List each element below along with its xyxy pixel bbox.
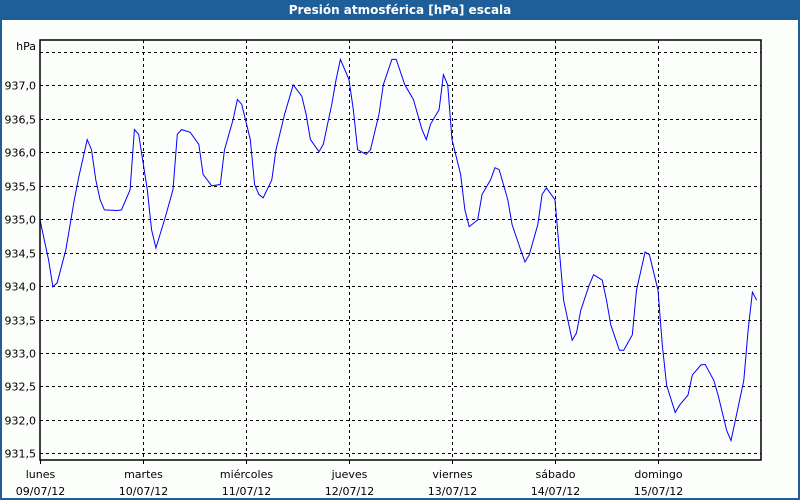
- x-tick-day-label: martes: [124, 468, 163, 481]
- x-axis-ticks: lunes 09/07/12 martes 10/07/12 miércoles 11/0…: [16, 460, 683, 498]
- y-tick-label: 932,0: [5, 415, 37, 428]
- x-tick-date-label: 11/07/12: [222, 485, 271, 498]
- y-tick-label: 931,5: [5, 448, 37, 461]
- x-tick-date-label: 12/07/12: [325, 485, 374, 498]
- x-tick-date-label: 14/07/12: [531, 485, 580, 498]
- window-title: Presión atmosférica [hPa] escala: [0, 0, 800, 20]
- x-tick-day-label: sábado: [536, 468, 576, 481]
- gridlines: [40, 40, 761, 460]
- pressure-series-line: [39, 57, 758, 443]
- chart-area: [2, 20, 798, 498]
- x-tick-day-label: lunes: [26, 468, 56, 481]
- y-tick-label: 936,5: [5, 114, 37, 127]
- y-tick-label: 935,5: [5, 181, 37, 194]
- y-axis-ticks: 931,5 932,0 932,5 933,0 933,5 934,0 934,5 935,0…: [5, 80, 37, 461]
- x-tick-date-label: 09/07/12: [16, 485, 65, 498]
- y-tick-label: 934,5: [5, 248, 37, 261]
- x-tick-date-label: 10/07/12: [119, 485, 168, 498]
- y-axis-unit-label: hPa: [16, 40, 36, 53]
- x-tick-day-label: miércoles: [220, 468, 273, 481]
- y-tick-label: 934,0: [5, 281, 37, 294]
- y-tick-label: 937,0: [5, 80, 37, 93]
- x-tick-date-label: 13/07/12: [428, 485, 477, 498]
- x-tick-day-label: jueves: [331, 468, 368, 481]
- y-tick-label: 933,0: [5, 348, 37, 361]
- y-tick-label: 936,0: [5, 147, 37, 160]
- y-tick-label: 935,0: [5, 214, 37, 227]
- x-tick-day-label: domingo: [634, 468, 682, 481]
- x-tick-day-label: viernes: [432, 468, 472, 481]
- y-tick-label: 933,5: [5, 315, 37, 328]
- x-tick-date-label: 15/07/12: [634, 485, 683, 498]
- y-tick-label: 932,5: [5, 381, 37, 394]
- plot-frame: [39, 39, 762, 461]
